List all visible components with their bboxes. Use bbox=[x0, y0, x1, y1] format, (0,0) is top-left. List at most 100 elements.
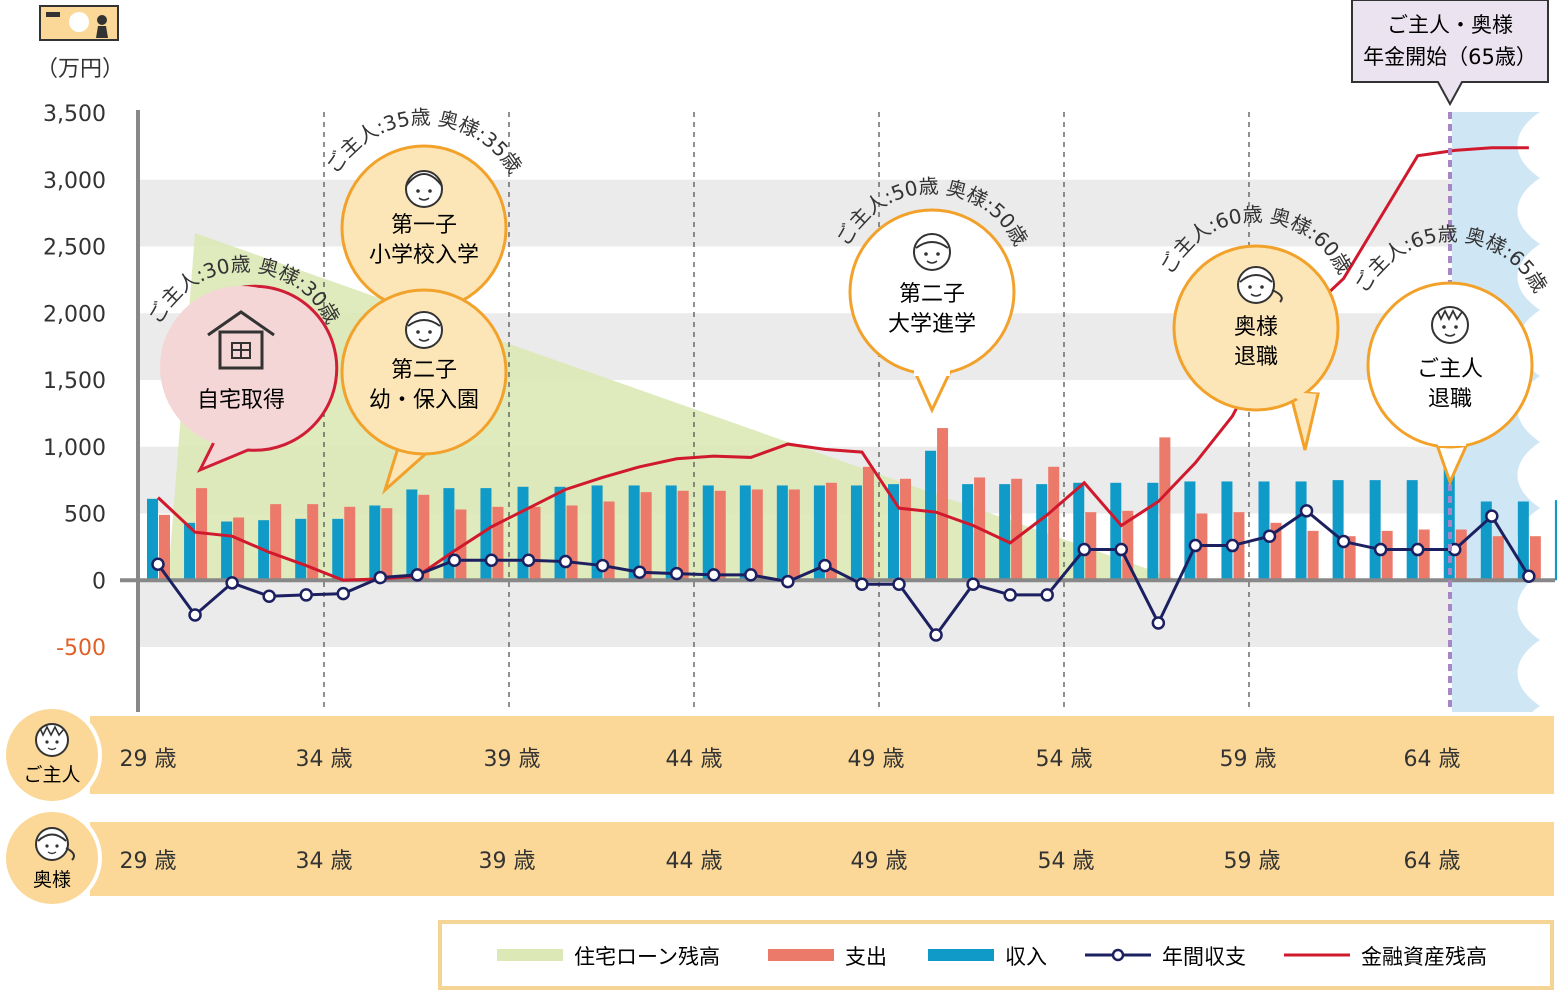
expense-bar bbox=[1011, 478, 1023, 581]
expense-bar bbox=[788, 489, 800, 581]
expense-bar bbox=[751, 489, 763, 581]
grid-band bbox=[140, 580, 1555, 647]
husband-age-tick: 54 歳 bbox=[1036, 747, 1093, 772]
income-bar bbox=[480, 488, 492, 581]
annual-balance-point bbox=[1114, 542, 1129, 557]
husband-age-tick: 59 歳 bbox=[1220, 747, 1277, 772]
wife-age-row: 奥様 29 歳 34 歳 39 歳 44 歳 49 歳 54 歳 59 歳 64 歳 bbox=[2, 808, 1554, 908]
chart-legend: 住宅ローン残高 支出 収入 年間収支 金融資産残高 bbox=[438, 920, 1554, 990]
annual-balance-point bbox=[1336, 534, 1351, 549]
expense-bar bbox=[1048, 466, 1060, 581]
expense-bar bbox=[1159, 437, 1171, 581]
husband-age-tick: 49 歳 bbox=[848, 747, 905, 772]
event-label: 幼・保入園 bbox=[369, 388, 479, 413]
expense-bar bbox=[1270, 522, 1282, 581]
child-face-icon bbox=[405, 170, 443, 208]
income-bar bbox=[1332, 480, 1344, 581]
annual-balance-point bbox=[1077, 542, 1091, 557]
annual-balance-point bbox=[1151, 616, 1166, 630]
annual-balance-point bbox=[1188, 538, 1203, 553]
wife-face-icon bbox=[35, 827, 75, 861]
annual-balance-point bbox=[151, 557, 165, 571]
expense-bar bbox=[418, 494, 430, 581]
income-bar bbox=[369, 505, 381, 581]
expense-bar bbox=[307, 504, 319, 581]
expense-bar bbox=[1492, 536, 1504, 581]
annual-balance-point bbox=[262, 589, 276, 604]
expense-bar bbox=[1344, 536, 1356, 581]
event-label: 奥様 bbox=[1234, 315, 1278, 340]
husband-face-icon bbox=[35, 723, 69, 757]
husband-row-label: ご主人 bbox=[23, 764, 80, 786]
income-bar bbox=[962, 484, 974, 581]
annual-balance-point bbox=[1373, 542, 1388, 557]
age-dashed-lines bbox=[323, 112, 1250, 712]
event-second-child-nursery: 第二子 幼・保入園 bbox=[340, 288, 508, 495]
annual-balance-point bbox=[707, 568, 721, 582]
income-bar bbox=[1073, 482, 1085, 581]
income-bar bbox=[184, 522, 196, 581]
legend-label-income: 収入 bbox=[1005, 945, 1047, 969]
expense-bar bbox=[900, 478, 911, 581]
annual-balance-point bbox=[1410, 542, 1425, 557]
legend-label-loan: 住宅ローン残高 bbox=[574, 945, 720, 969]
annual-balance-points bbox=[151, 504, 1536, 642]
expense-bar bbox=[270, 504, 282, 581]
annual-balance-point bbox=[669, 566, 684, 581]
y-tick-label: 2,000 bbox=[43, 302, 106, 327]
income-bar bbox=[332, 518, 344, 581]
annual-balance-point bbox=[1040, 588, 1054, 602]
legend-label-assets: 金融資産残高 bbox=[1361, 945, 1487, 969]
income-bar bbox=[776, 485, 788, 581]
income-bar bbox=[1369, 480, 1381, 581]
y-tick-labels: 3,500 3,000 2,500 2,000 1,500 1,000 500 0 -500 bbox=[43, 102, 106, 661]
income-bar bbox=[1406, 480, 1418, 581]
unit-label: （万円） bbox=[36, 57, 124, 82]
annual-balance-point bbox=[1485, 509, 1499, 523]
y-tick-label: 1,000 bbox=[43, 436, 106, 461]
annual-balance-point bbox=[1003, 588, 1017, 602]
wife-age-tick: 34 歳 bbox=[296, 849, 353, 874]
income-bar bbox=[1147, 482, 1159, 581]
annual-balance-point bbox=[521, 553, 536, 567]
annual-balance-point bbox=[484, 553, 499, 567]
income-bar bbox=[221, 521, 233, 581]
income-bar bbox=[295, 518, 307, 581]
legend-swatch-expense bbox=[768, 949, 834, 961]
income-bar bbox=[850, 485, 862, 581]
income-bar bbox=[1517, 501, 1529, 581]
husband-age-tick: 34 歳 bbox=[296, 747, 353, 772]
annual-balance-point bbox=[299, 588, 313, 602]
child-face-icon bbox=[405, 311, 443, 349]
annual-balance-point bbox=[1262, 529, 1277, 543]
income-bar bbox=[999, 484, 1011, 581]
event-label: 第二子 bbox=[391, 358, 457, 383]
event-label: 第一子 bbox=[391, 213, 457, 238]
income-bar bbox=[1480, 501, 1492, 581]
income-bar bbox=[813, 485, 825, 581]
wife-face-icon bbox=[1237, 266, 1283, 304]
expense-bar bbox=[825, 482, 837, 581]
expense-bar bbox=[1418, 529, 1430, 581]
y-tick-label: 500 bbox=[64, 503, 106, 528]
income-bar bbox=[665, 485, 677, 581]
expense-bar bbox=[1122, 510, 1134, 581]
annual-balance-point bbox=[558, 554, 573, 569]
annual-balance-point bbox=[188, 608, 202, 622]
pension-note-line: 年金開始（65歳） bbox=[1363, 45, 1537, 69]
husband-age-tick: 39 歳 bbox=[484, 747, 541, 772]
pension-wave-edge bbox=[1517, 112, 1555, 772]
wife-age-tick: 49 歳 bbox=[851, 849, 908, 874]
legend-label-annual: 年間収支 bbox=[1162, 945, 1246, 969]
annual-balance-point bbox=[595, 558, 610, 573]
husband-age-tick: 64 歳 bbox=[1404, 747, 1461, 772]
expense-bar bbox=[381, 508, 393, 581]
expense-bar bbox=[492, 506, 504, 581]
income-bar bbox=[1295, 481, 1307, 581]
expense-bar bbox=[566, 505, 578, 581]
house-icon bbox=[207, 310, 275, 370]
event-label: ご主人 bbox=[1417, 357, 1483, 382]
y-tick-label: 3,000 bbox=[43, 169, 106, 194]
annual-balance-point bbox=[855, 577, 869, 592]
y-tick-label: 3,500 bbox=[43, 102, 106, 127]
